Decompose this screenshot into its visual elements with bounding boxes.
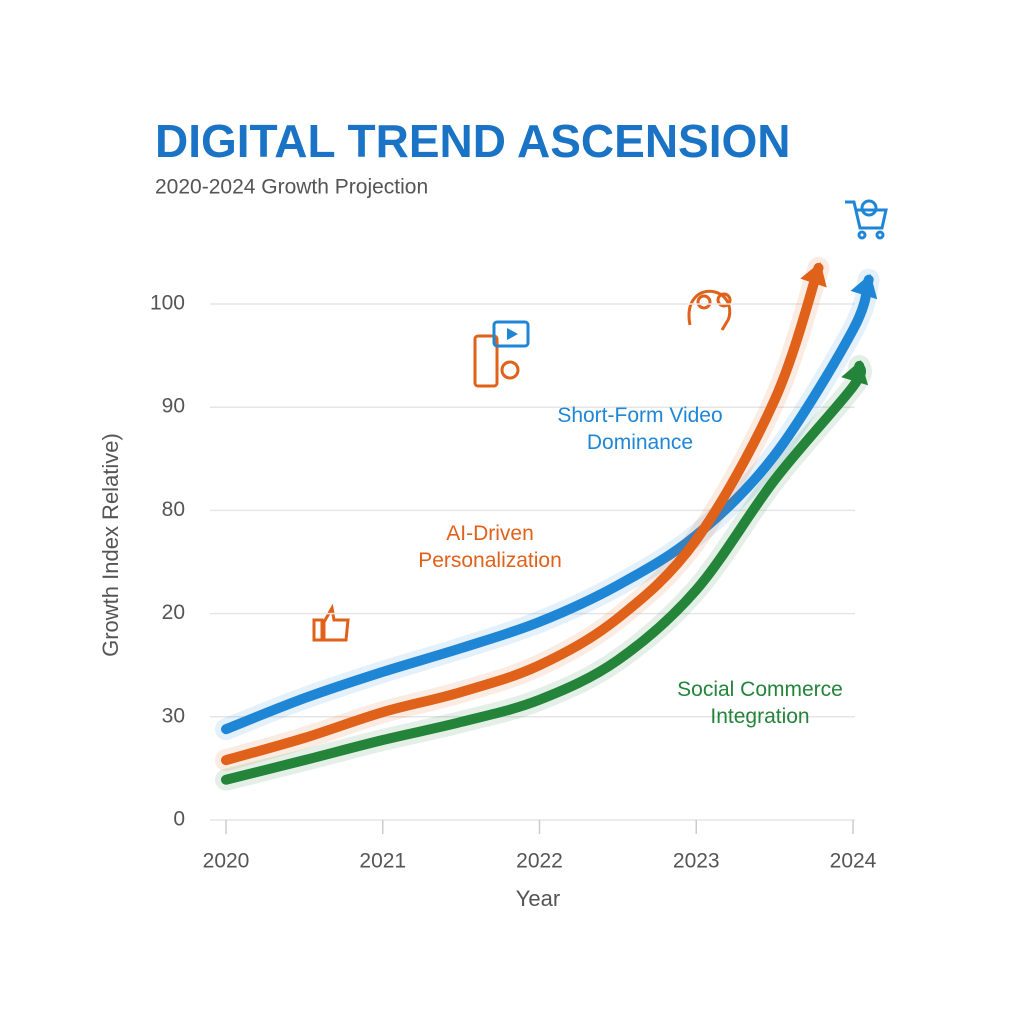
x-tick-label: 2024 [830,850,877,873]
head-gears-icon [687,289,732,331]
series-line [221,274,874,735]
chart-subtitle: 2020-2024 Growth Projection [155,176,428,199]
arrowhead [800,262,827,288]
chart-title: DIGITAL TREND ASCENSION [155,115,791,167]
y-tick-label: 0 [173,808,185,831]
series-line [221,360,867,785]
thumbs-up-icon [312,603,350,642]
y-tick-label: 80 [162,498,185,521]
x-tick-label: 2023 [673,850,720,873]
y-tick-label: 30 [162,704,185,727]
x-tick-label: 2022 [516,850,563,873]
y-tick-label: 20 [162,601,185,624]
series-line [221,262,824,766]
y-axis-label: Growth Index Relative) [98,433,123,657]
cart-icon [845,199,888,240]
arrowhead [841,360,869,386]
y-tick-label: 90 [162,395,185,418]
y-tick-label: 100 [150,292,185,315]
icons [312,199,888,642]
series-label: Short-Form Video Dominance [557,404,723,454]
x-axis-label: Year [516,886,560,911]
x-tick-label: 2021 [359,850,406,873]
arrowhead [850,274,878,300]
series-label: AI-Driven Personalization [418,522,562,572]
x-tick-label: 2020 [203,850,250,873]
phone-video-icon [473,320,530,388]
series-label: Social Commerce Integration [677,678,843,728]
